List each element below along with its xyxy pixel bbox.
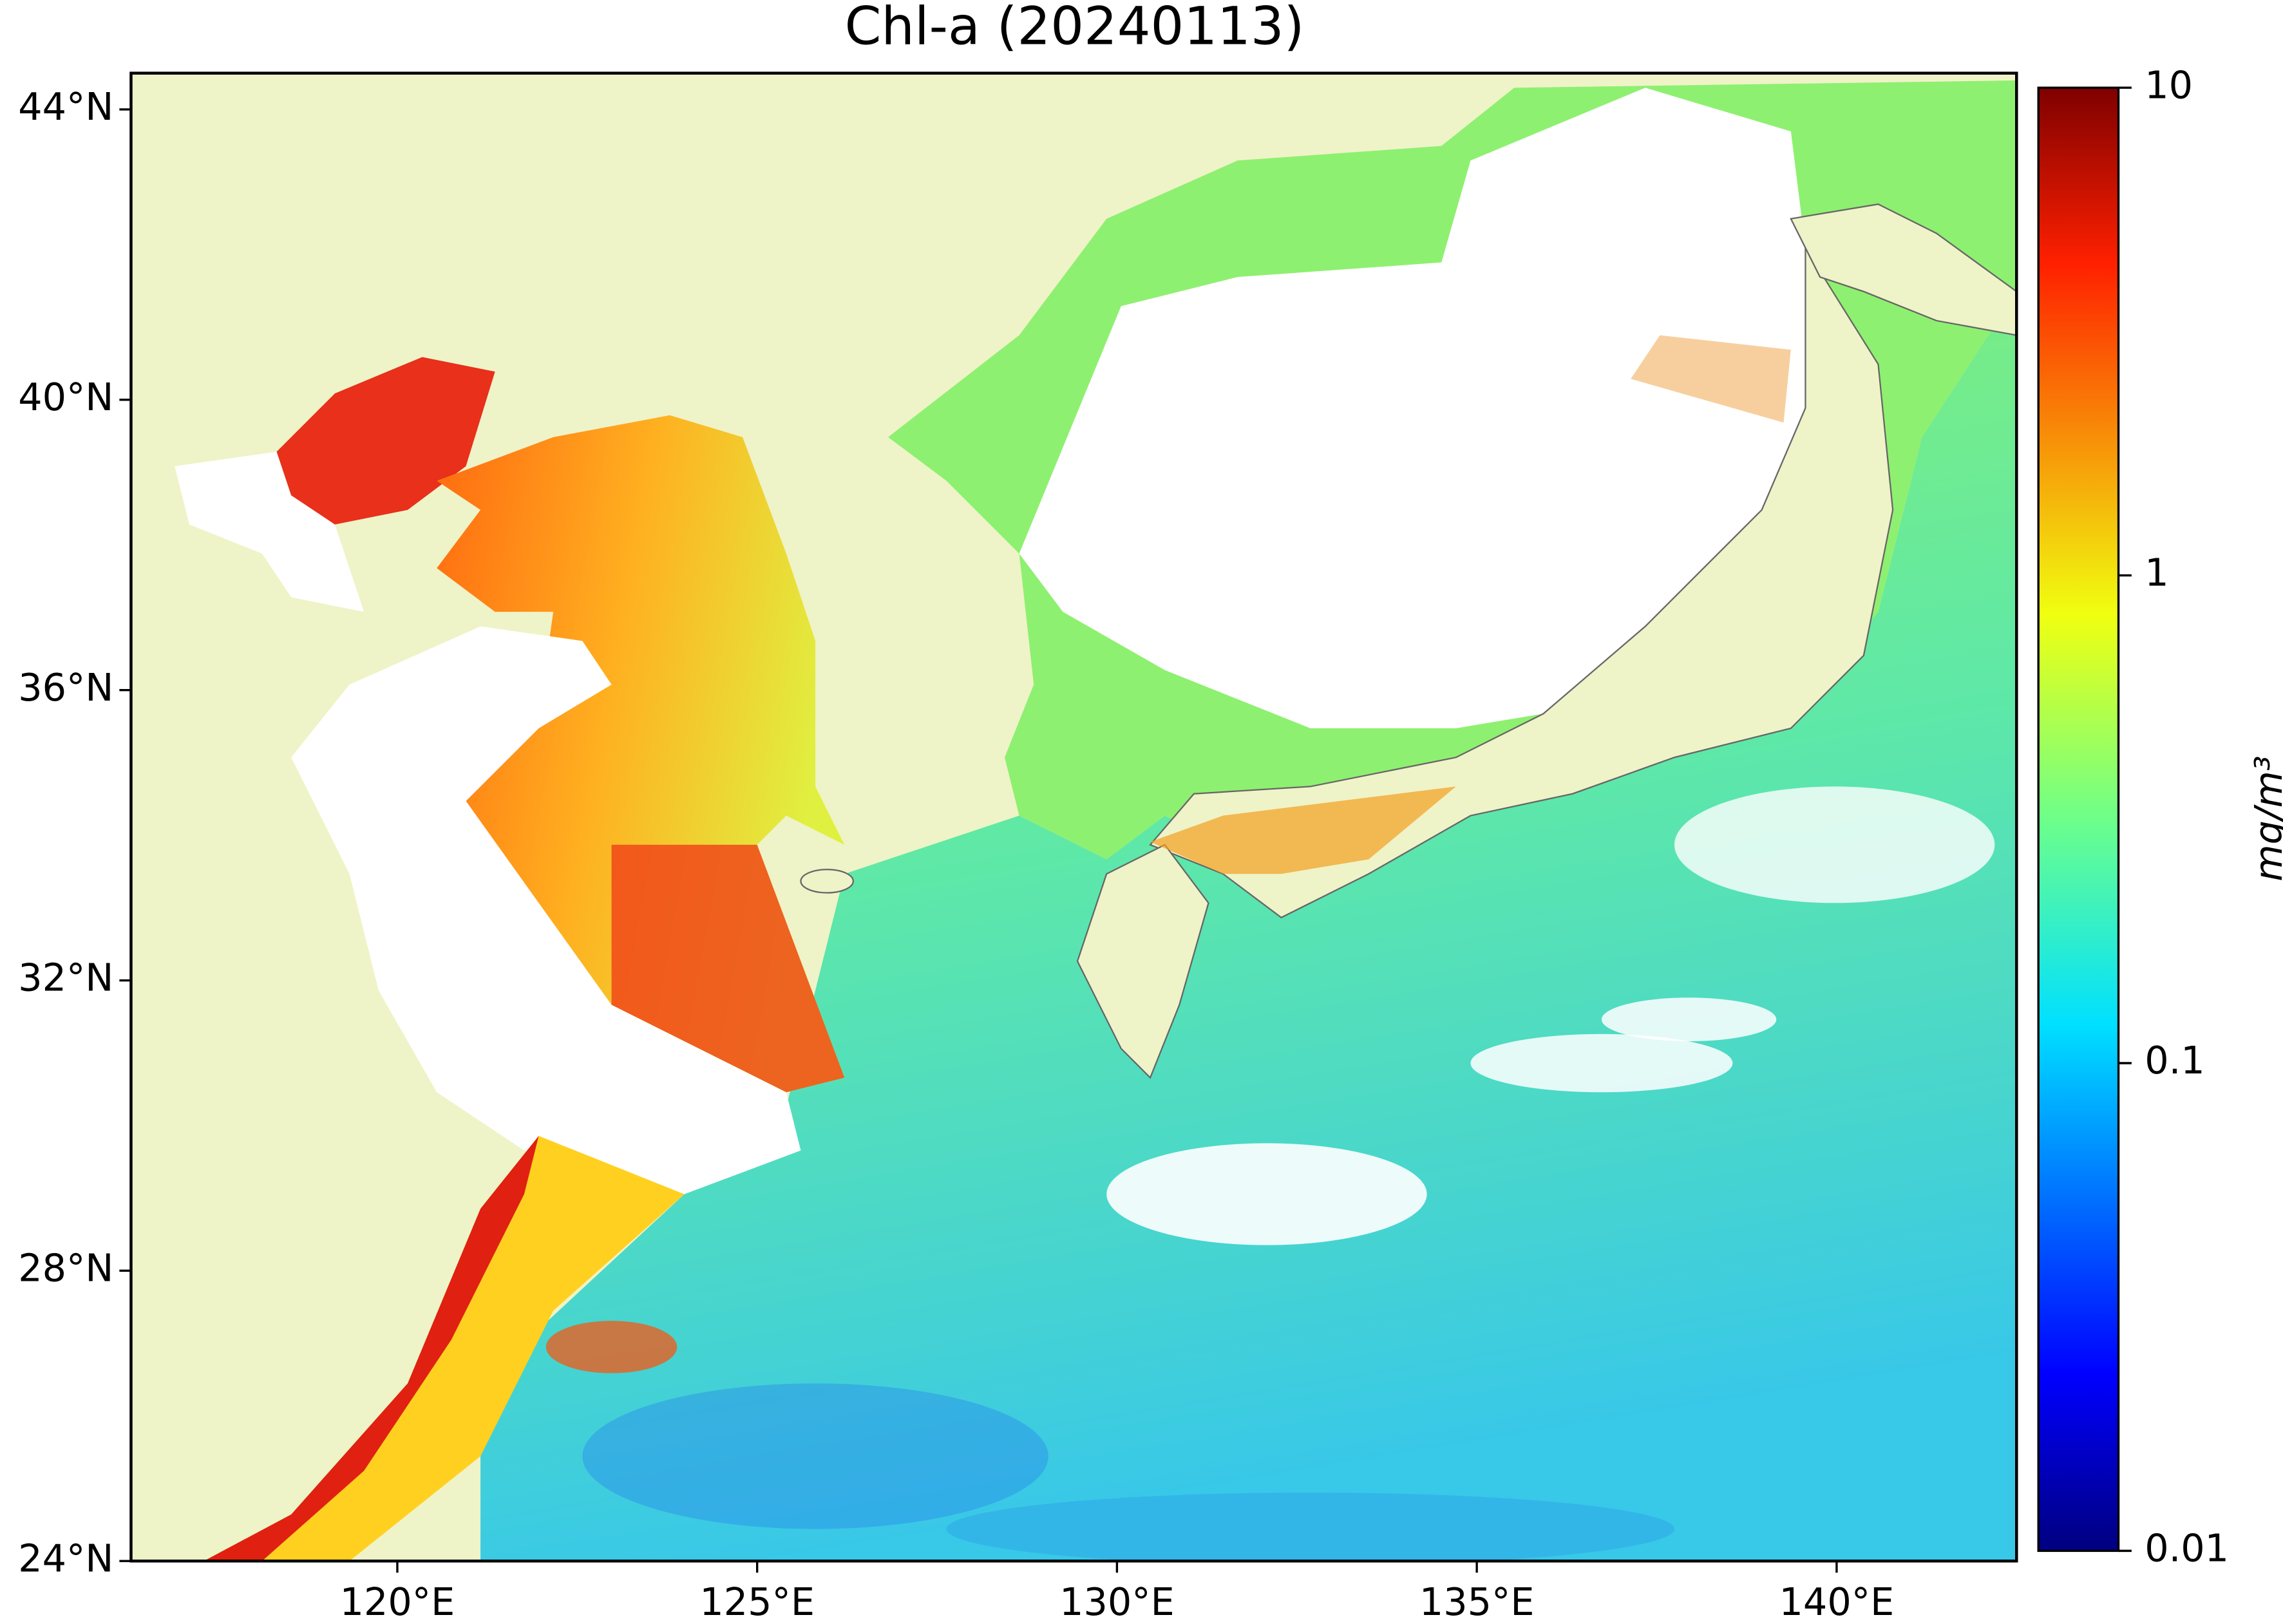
cloud [1470,1034,1733,1093]
y-tick-label: 36°N [18,665,113,710]
kyushu [1076,844,1209,1079]
bloom [1631,335,1791,423]
colorbar [2037,86,2120,1553]
coastal-water [204,1136,539,1562]
colorbar-tick-label: 10 [2145,62,2193,107]
y-tick-label: 44°N [18,84,113,129]
masked-water [291,626,801,1194]
map-frame [129,71,2018,1563]
x-tick-label: 140°E [1779,1580,1895,1624]
y-tick-label: 40°N [18,375,113,419]
masked-water [175,451,365,612]
x-tick-label: 130°E [1059,1580,1175,1624]
y-tick-label: 24°N [18,1536,113,1580]
cloud [1674,786,1995,903]
jeju [800,869,854,894]
map-area [131,73,2017,1562]
x-tick-label: 125°E [699,1580,815,1624]
colorbar-tick-label: 0.01 [2145,1525,2229,1570]
cloud [1601,997,1777,1042]
bloom [611,844,845,1093]
cloud [1019,88,1806,729]
bloom [545,1321,677,1374]
x-tick-label: 135°E [1419,1580,1535,1624]
hokkaido [1790,203,2017,336]
y-tick-label: 32°N [18,956,113,1000]
ocean [480,291,2017,1562]
y-tick-label: 28°N [18,1245,113,1290]
ocean-patch [946,1492,1674,1562]
x-tick-label: 120°E [340,1580,455,1624]
colorbar-tick-label: 0.1 [2145,1038,2204,1082]
inland-sea [1150,786,1456,874]
cloud [1106,1143,1427,1245]
colorbar-tick-label: 1 [2145,551,2168,595]
colorbar-label: mg/m³ [2246,756,2283,882]
axes: 120°E 125°E 130°E 135°E 140°E 24°N 28°N 32°N 36°… [18,62,2229,1624]
ocean-patch [582,1383,1048,1529]
map-title: Chl-a (20240113) [845,0,1305,57]
